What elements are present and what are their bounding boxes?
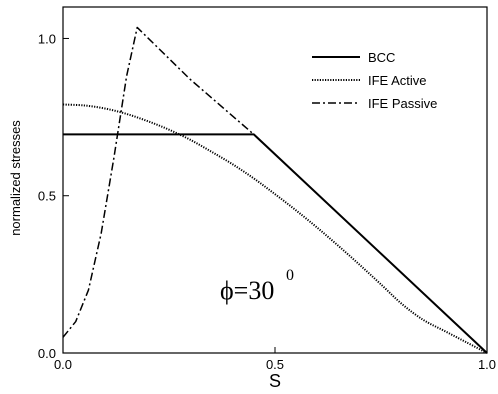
legend-label-ife-active: IFE Active	[368, 73, 427, 88]
series-line-bcc	[63, 133, 488, 354]
legend: BCC IFE Active IFE Passive	[312, 50, 437, 111]
legend-label-bcc: BCC	[368, 50, 395, 65]
x-tick-label: 0.0	[54, 357, 72, 372]
axes: 0.0 0.5 1.0 0.0 0.5 1.0	[38, 31, 496, 372]
legend-label-ife-passive: IFE Passive	[368, 96, 437, 111]
x-axis-title: S	[269, 371, 281, 391]
y-axis-title: normalized stresses	[8, 120, 23, 236]
y-tick-label: 1.0	[38, 31, 56, 46]
series-line-ife-passive	[62, 26, 255, 338]
series-line-ife-active	[62, 103, 488, 354]
y-tick-label: 0.0	[38, 346, 56, 361]
plot-frame	[62, 6, 488, 354]
x-tick-label: 1.0	[478, 357, 496, 372]
x-tick-label: 0.5	[266, 357, 284, 372]
annotation-phi: ϕ=30 0	[220, 267, 294, 305]
y-tick-label: 0.5	[38, 189, 56, 204]
annotation-main: ϕ=30	[220, 276, 274, 305]
series-lines	[62, 26, 488, 354]
annotation-superscript: 0	[286, 267, 294, 284]
